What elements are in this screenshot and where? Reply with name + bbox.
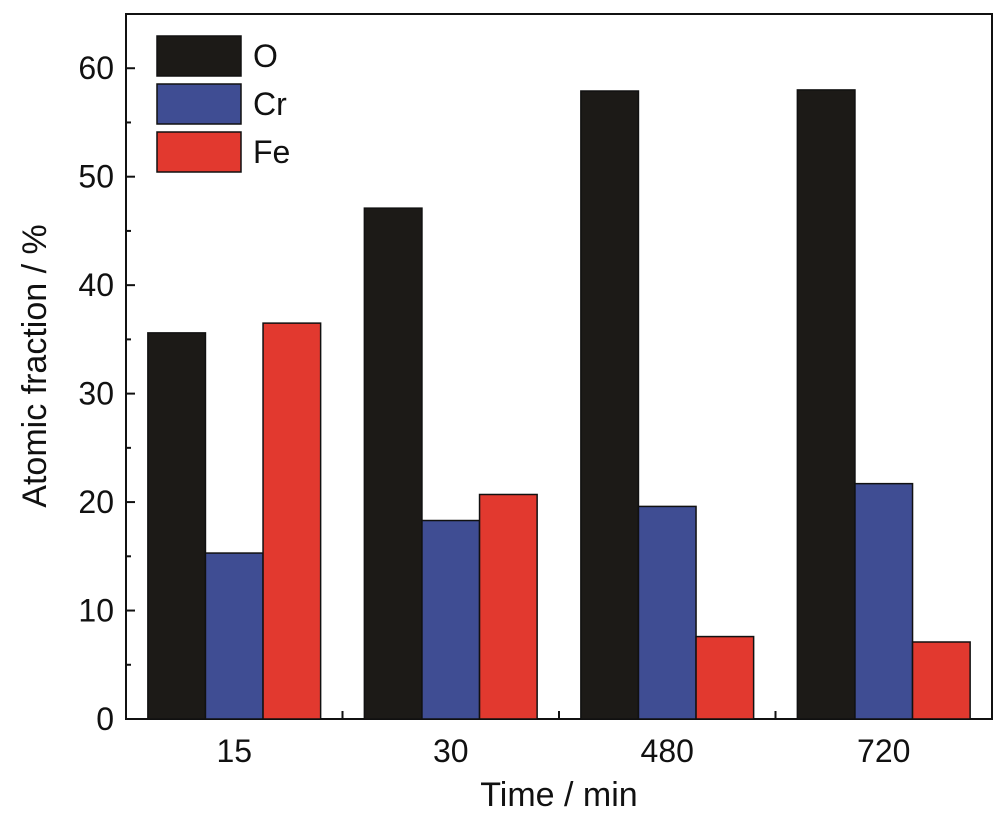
y-tick-label: 30 (78, 376, 114, 412)
bar-fe-720 (911, 641, 971, 720)
bar-fe-30 (478, 493, 538, 720)
x-tick-label: 720 (857, 733, 910, 769)
y-axis-ticks: 0 10 20 30 40 50 60 (78, 50, 135, 737)
bar-fe-15 (262, 322, 322, 720)
y-tick-label: 10 (78, 593, 114, 629)
legend-label-fe: Fe (253, 134, 290, 170)
x-tick-label: 30 (433, 733, 469, 769)
legend-swatch-o (156, 35, 242, 77)
y-tick-label: 60 (78, 50, 114, 86)
bar-cr-480 (637, 505, 697, 720)
bar-o-15 (147, 332, 207, 720)
bar-o-480 (580, 90, 640, 720)
y-tick-label: 20 (78, 484, 114, 520)
x-axis-ticks: 15 30 480 720 (216, 711, 910, 769)
y-axis-title: Atomic fraction / % (16, 224, 54, 507)
bar-cr-30 (421, 519, 481, 720)
x-axis-title: Time / min (480, 776, 637, 813)
y-tick-label: 50 (78, 159, 114, 195)
legend-swatch-cr (156, 83, 242, 125)
x-tick-label: 15 (216, 733, 252, 769)
bar-fe-480 (695, 635, 755, 720)
y-tick-label: 40 (78, 267, 114, 303)
bars (147, 89, 971, 720)
bar-o-720 (796, 89, 856, 720)
x-tick-label: 480 (641, 733, 694, 769)
legend-label-o: O (253, 38, 278, 74)
y-tick-label: 0 (96, 701, 114, 737)
legend-swatch-fe (156, 131, 242, 173)
bar-o-30 (363, 207, 423, 720)
bar-cr-15 (204, 552, 264, 720)
legend-label-cr: Cr (253, 86, 287, 122)
legend: O Cr Fe (156, 35, 290, 173)
bar-cr-720 (854, 482, 914, 720)
